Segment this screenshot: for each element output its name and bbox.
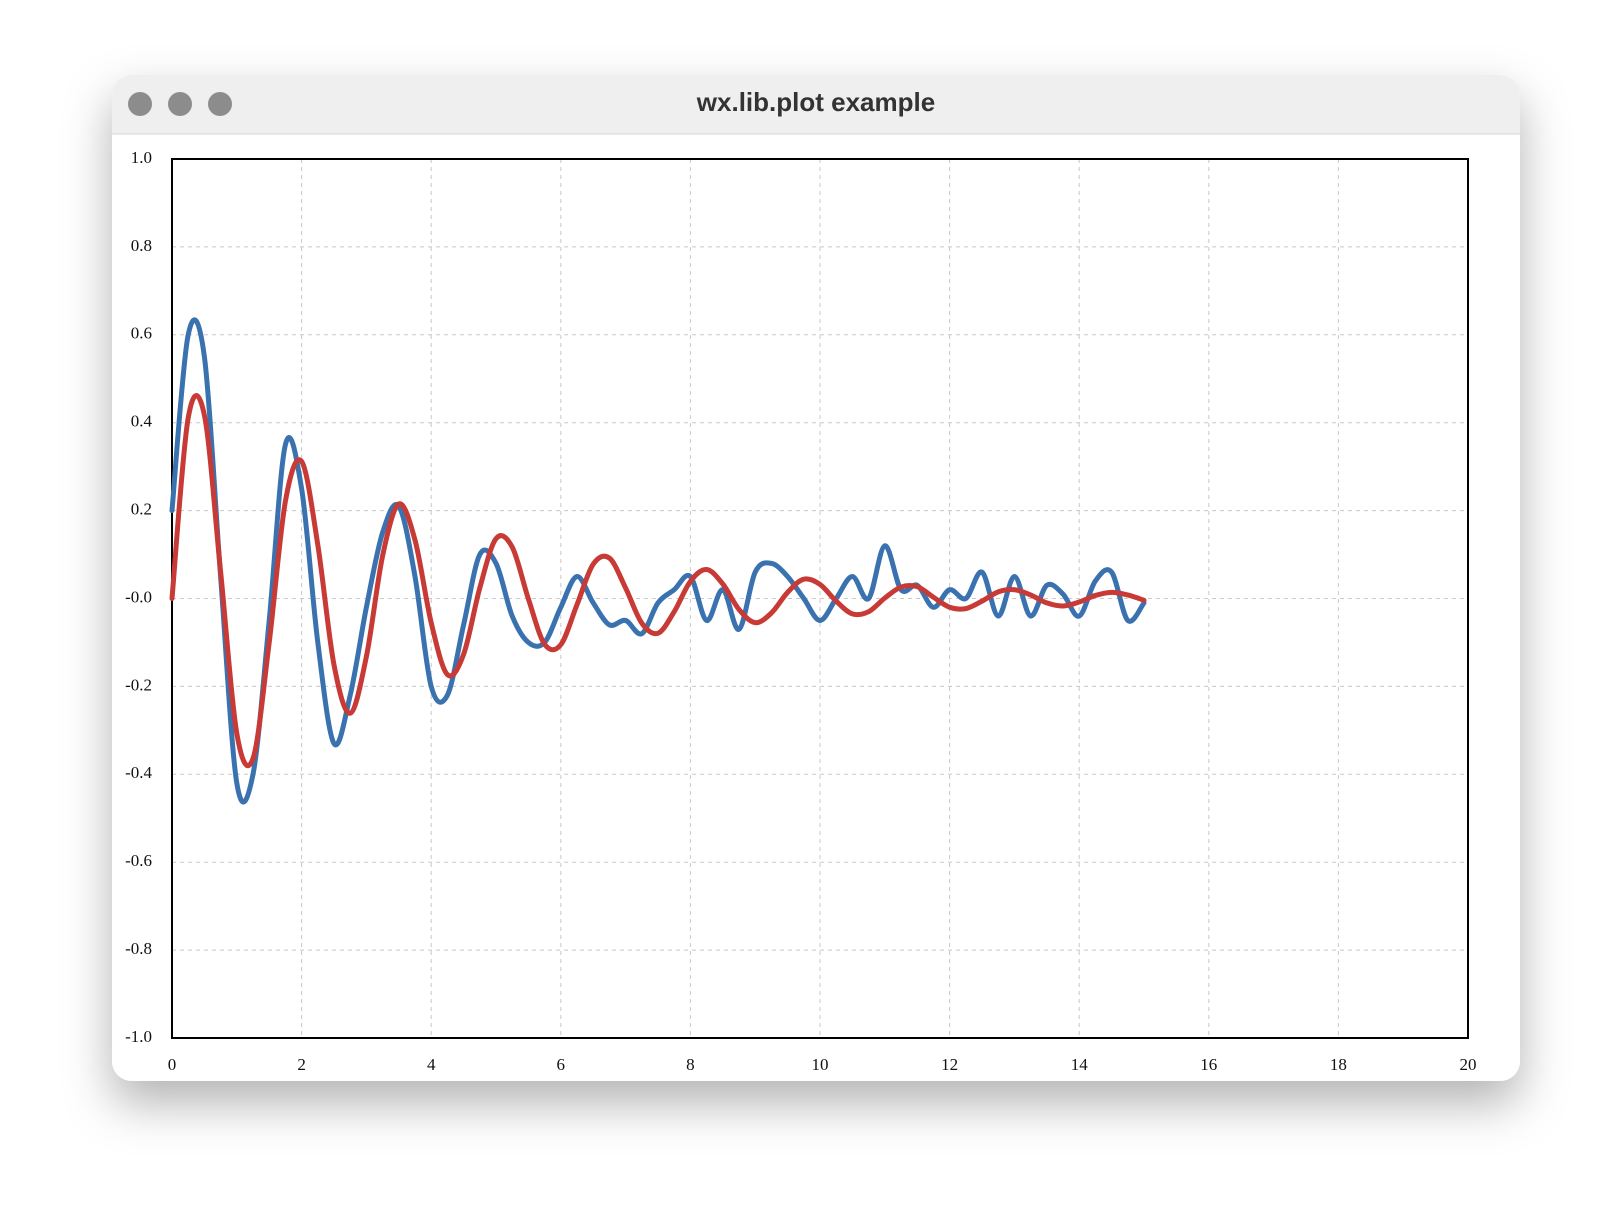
line-series	[169, 392, 1147, 768]
x-tick-label: 2	[297, 1055, 306, 1074]
y-tick-label: 0.4	[131, 412, 153, 431]
y-tick-label: -0.4	[125, 763, 152, 782]
x-tick-label: 4	[427, 1055, 436, 1074]
y-tick-label: -0.8	[125, 939, 152, 958]
x-tick-label: 8	[686, 1055, 695, 1074]
close-button[interactable]	[128, 92, 152, 116]
y-tick-label: -0.6	[125, 851, 152, 870]
y-tick-label: -0.0	[125, 587, 152, 606]
y-tick-label: 1.0	[131, 148, 152, 167]
x-tick-label: 6	[557, 1055, 566, 1074]
x-tick-label: 14	[1071, 1055, 1089, 1074]
y-tick-label: -0.2	[125, 675, 152, 694]
x-tick-label: 12	[941, 1055, 958, 1074]
window	[112, 75, 1520, 1081]
x-tick-label: 20	[1460, 1055, 1477, 1074]
x-tick-label: 18	[1330, 1055, 1347, 1074]
y-tick-label: 0.8	[131, 236, 152, 255]
minimize-button[interactable]	[168, 92, 192, 116]
x-tick-label: 16	[1200, 1055, 1217, 1074]
line-series	[169, 317, 1147, 805]
y-tick-label: 0.2	[131, 500, 152, 519]
window-title: wx.lib.plot example	[696, 87, 935, 117]
y-tick-label: -1.0	[125, 1027, 152, 1046]
zoom-button[interactable]	[208, 92, 232, 116]
x-tick-label: 0	[168, 1055, 177, 1074]
x-tick-label: 10	[812, 1055, 829, 1074]
y-tick-label: 0.6	[131, 324, 152, 343]
title-bar	[112, 75, 1520, 134]
plot: 0 2 4 6 8 10 12 14 16 18 20 -1.0 -0.8 -0.6 -0.4 -0.2 -0.…	[125, 148, 1476, 1074]
